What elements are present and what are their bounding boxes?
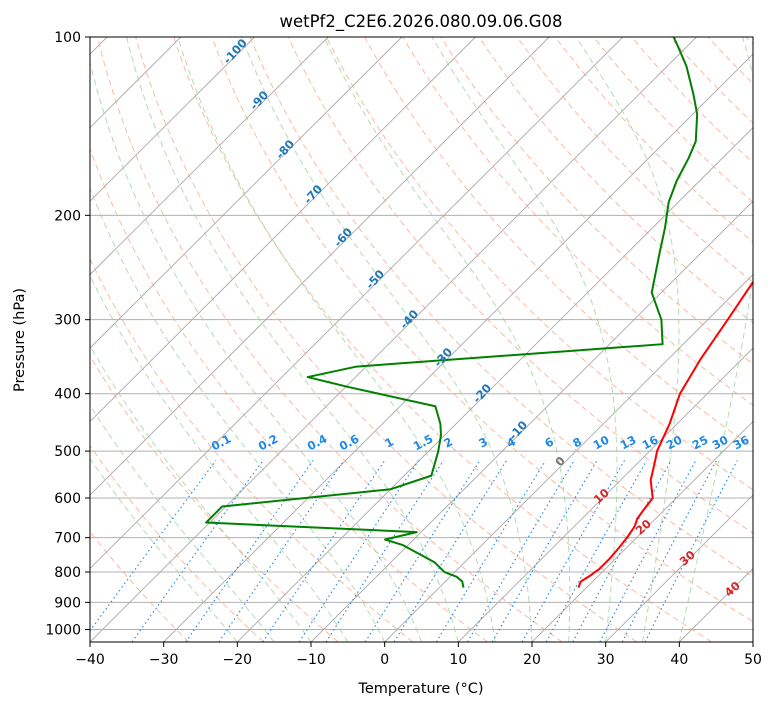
moist-adiabat-line (90, 404, 275, 642)
moist-adiabat-line (90, 344, 312, 642)
dry-adiabat-line (135, 37, 638, 642)
x-tick-label: −40 (75, 652, 105, 668)
isotherm-line (163, 53, 753, 642)
isotherm-line (531, 420, 753, 642)
mixing-ratio-line (298, 460, 420, 642)
chart-title: wetPf2_C2E6.2026.080.09.06.G08 (279, 12, 562, 32)
x-tick-label: 30 (597, 652, 615, 668)
moist-adiabat-line (575, 37, 680, 642)
mixing-ratio-line (262, 460, 386, 642)
y-tick-label: 100 (54, 30, 81, 46)
isotherm-line (90, 37, 550, 496)
mixing-ratio-line (491, 460, 598, 642)
moist-adiabat-line (241, 37, 533, 642)
dry-adiabat-line (287, 37, 753, 534)
y-tick-label: 200 (54, 208, 81, 224)
x-tick-label: 10 (449, 652, 467, 668)
dry-adiabat-line (90, 257, 414, 642)
dry-adiabat-line (211, 37, 753, 623)
isotherm-line (90, 37, 624, 570)
dry-adiabat-line (326, 37, 753, 491)
dry-adiabat-line (478, 37, 753, 324)
moist-adiabat-line (126, 37, 459, 642)
isotherm-line (90, 37, 476, 423)
plot-frame (89, 36, 754, 643)
moist-adiabat-line (90, 186, 386, 642)
y-tick-label: 1000 (45, 622, 81, 638)
x-tick-label: −10 (296, 652, 326, 668)
dry-adiabat-line (593, 37, 753, 203)
x-tick-label: −20 (223, 652, 253, 668)
moist-adiabat-line (90, 274, 349, 642)
dry-adiabat-line (173, 37, 712, 642)
mixing-ratio-line (131, 460, 264, 642)
mixing-ratio-label: 10 (591, 433, 612, 453)
moist-adiabat-line (177, 37, 496, 642)
y-tick-label: 300 (54, 313, 81, 329)
pressure-gridlines (90, 37, 753, 630)
mixing-ratio-line (521, 460, 625, 642)
y-tick-label: 800 (54, 565, 81, 581)
mixing-ratio-line (185, 460, 314, 642)
dry-adiabat-line (97, 37, 563, 642)
dry-adiabat-line (364, 37, 753, 448)
mixing-ratio-label: 20 (664, 433, 685, 453)
x-axis-label: Temperature (°C) (357, 681, 483, 697)
y-tick-label: 400 (54, 387, 81, 403)
dry-adiabat-line (402, 37, 753, 406)
dry-adiabats (90, 37, 753, 642)
isotherm-line (90, 37, 403, 349)
dry-adiabat-line (90, 444, 264, 642)
isotherm-line (237, 126, 753, 642)
moist-adiabats (90, 37, 753, 642)
isotherm-line (90, 37, 255, 202)
x-tick-label: 0 (380, 652, 389, 668)
isotherm-line (384, 273, 753, 642)
mixing-ratio-label: 36 (731, 433, 752, 453)
y-tick-label: 900 (54, 595, 81, 611)
mixing-ratio-lines (90, 460, 738, 642)
y-tick-label: 600 (54, 491, 81, 507)
mixing-ratio-line (467, 460, 575, 642)
moist-adiabat-line (90, 457, 238, 642)
mixing-ratio-line (572, 460, 672, 642)
mixing-ratio-label: 30 (710, 433, 731, 453)
moist-adiabat-line (678, 37, 753, 642)
mixing-ratio-label: 16 (640, 433, 661, 453)
x-tick-label: 20 (523, 652, 541, 668)
temperature-profile-line (577, 280, 753, 589)
x-tick-label: 40 (670, 652, 688, 668)
y-tick-label: 700 (54, 531, 81, 547)
dry-adiabat-line (516, 37, 753, 283)
y-axis-label: Pressure (hPa) (12, 288, 28, 392)
mixing-ratio-label: 13 (618, 433, 639, 453)
moist-adiabat-line (323, 37, 571, 642)
dry-adiabat-line (631, 37, 753, 164)
mixing-ratio-label: 25 (690, 433, 711, 453)
mixing-ratio-line (435, 460, 547, 642)
axes-ticks: −40 −30 −20 −10 0 10 20 30 40 50 100 200 300 400 500 60… (45, 30, 762, 668)
moist-adiabat-line (90, 60, 422, 642)
mixing-ratio-line (218, 460, 345, 642)
isotherm-line (458, 347, 753, 642)
dry-adiabat-line (249, 37, 753, 578)
y-tick-label: 500 (54, 444, 81, 460)
moist-adiabat-line (431, 37, 618, 642)
sounding-profiles (205, 37, 753, 589)
isotherm-line (605, 494, 753, 642)
isotherm-line (90, 37, 329, 276)
x-tick-label: 50 (744, 652, 762, 668)
dewpoint-profile-line (205, 37, 699, 588)
x-tick-label: −30 (149, 652, 179, 668)
mixing-ratio-line (90, 460, 217, 632)
